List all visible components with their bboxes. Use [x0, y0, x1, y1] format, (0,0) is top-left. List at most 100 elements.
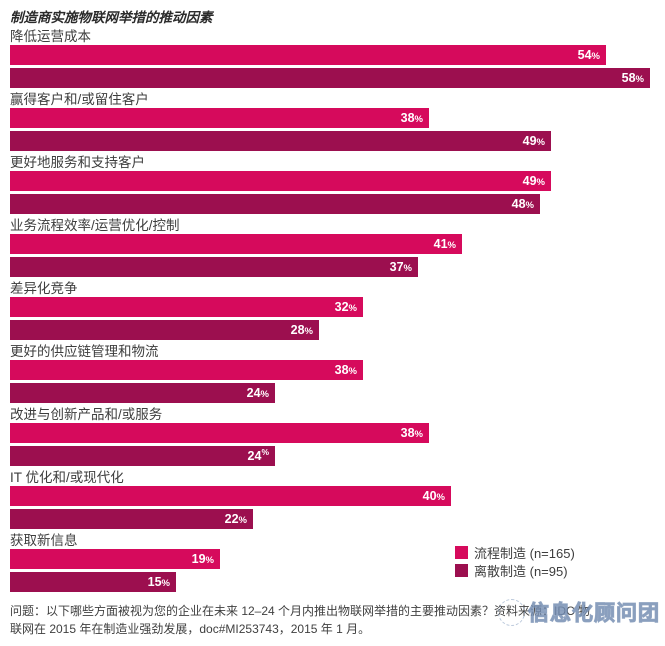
percent-sign: % [414, 114, 423, 125]
bar-discrete-manufacturing: 37% [10, 257, 418, 277]
bar-row: 41% [10, 234, 660, 254]
bar-discrete-manufacturing: 48% [10, 194, 540, 214]
percent-sign: % [536, 137, 545, 148]
bar-process-manufacturing: 40% [10, 486, 451, 506]
legend-label-process: 流程制造 (n=165) [474, 545, 575, 561]
bar-row: 19% [10, 549, 660, 569]
percent-sign: % [161, 578, 170, 589]
chart-group: 更好的供应链管理和物流 38% 24% [10, 343, 660, 406]
bar-value-label: 49% [522, 174, 545, 188]
legend-swatch-discrete-icon [455, 563, 468, 577]
category-label: 更好的供应链管理和物流 [10, 344, 159, 359]
category-label: 获取新信息 [10, 533, 78, 548]
bar-process-manufacturing: 41% [10, 234, 462, 254]
legend: 流程制造 (n=165) 离散制造 (n=95) [455, 543, 575, 579]
legend-item-process-manufacturing: 流程制造 (n=165) [455, 543, 575, 561]
bar-row: 32% [10, 297, 660, 317]
percent-sign: % [403, 263, 412, 274]
bar-value-label: 40% [422, 489, 445, 503]
bar-row: 54% [10, 45, 660, 65]
bar-row: 38% [10, 108, 660, 128]
bar-value-label: 41% [433, 237, 456, 251]
bar-value-label: 28% [290, 323, 313, 337]
footnote-line-1: 问题：以下哪些方面被视为您的企业在未来 12–24 个月内推出物联网举措的主要推… [10, 604, 591, 618]
bar-discrete-manufacturing: 24% [10, 383, 275, 403]
percent-sign: % [525, 200, 534, 211]
percent-sign: % [348, 366, 357, 377]
bar-value-label: 22% [224, 512, 247, 526]
category-label: 更好地服务和支持客户 [10, 155, 145, 170]
bar-row: 58% [10, 68, 660, 88]
bar-value-label: 38% [400, 426, 423, 440]
bar-process-manufacturing: 38% [10, 423, 429, 443]
percent-sign: % [536, 177, 545, 188]
chart-group: 改进与创新产品和/或服务 38% 24% [10, 406, 660, 469]
category-label: 业务流程效率/运营优化/控制 [10, 218, 180, 233]
category-label: 赢得客户和/或留住客户 [10, 92, 149, 107]
bar-value-label: 24% [246, 386, 269, 400]
legend-label-discrete: 离散制造 (n=95) [474, 563, 568, 579]
percent-sign: % [591, 51, 600, 62]
bar-discrete-manufacturing: 28% [10, 320, 319, 340]
bar-value-label: 15% [147, 575, 170, 589]
percent-sign: % [304, 326, 313, 337]
percent-sign: % [414, 429, 423, 440]
bar-value-label: 32% [334, 300, 357, 314]
bar-process-manufacturing: 38% [10, 108, 429, 128]
bar-discrete-manufacturing: 15% [10, 572, 176, 592]
footnote-line-2: 联网在 2015 年在制造业强劲发展，doc#MI253743，2015 年 1… [10, 622, 371, 636]
chart-group: 更好地服务和支持客户 49% 48% [10, 154, 660, 217]
chart-title: 制造商实施物联网举措的推动因素 [10, 10, 213, 25]
chart-group: 获取新信息 19% 15% [10, 532, 660, 595]
bar-row: 24% [10, 446, 660, 466]
percent-sign: % [205, 555, 214, 566]
bar-process-manufacturing: 19% [10, 549, 220, 569]
bar-row: 40% [10, 486, 660, 506]
bar-value-label: 24% [247, 447, 269, 463]
bar-row: 49% [10, 131, 660, 151]
bar-value-label: 58% [621, 71, 644, 85]
bar-discrete-manufacturing: 24% [10, 446, 275, 466]
bar-row: 38% [10, 360, 660, 380]
legend-swatch-process-icon [455, 545, 468, 559]
percent-sign: % [261, 447, 269, 457]
chart-group: 业务流程效率/运营优化/控制 41% 37% [10, 217, 660, 280]
percent-sign: % [238, 515, 247, 526]
bar-row: 37% [10, 257, 660, 277]
bar-value-label: 48% [511, 197, 534, 211]
category-label: 改进与创新产品和/或服务 [10, 407, 163, 422]
category-label: 差异化竞争 [10, 281, 78, 296]
bar-discrete-manufacturing: 58% [10, 68, 650, 88]
bar-discrete-manufacturing: 22% [10, 509, 253, 529]
chart-group: IT 优化和/或现代化 40% 22% [10, 469, 660, 532]
bar-value-label: 19% [191, 552, 214, 566]
bar-discrete-manufacturing: 49% [10, 131, 551, 151]
percent-sign: % [447, 240, 456, 251]
chart-group: 赢得客户和/或留住客户 38% 49% [10, 91, 660, 154]
bar-value-label: 37% [389, 260, 412, 274]
chart-group: 降低运营成本 54% 58% [10, 28, 660, 91]
bar-row: 24% [10, 383, 660, 403]
percent-sign: % [436, 492, 445, 503]
bar-value-label: 38% [400, 111, 423, 125]
bar-row: 38% [10, 423, 660, 443]
percent-sign: % [348, 303, 357, 314]
bar-row: 48% [10, 194, 660, 214]
bar-chart: 降低运营成本 54% 58% 赢得客户和/或留住客户 38% 49% 更好地服务和支持客户 4… [10, 28, 660, 595]
percent-sign: % [260, 389, 269, 400]
bar-row: 22% [10, 509, 660, 529]
footnote: 问题：以下哪些方面被视为您的企业在未来 12–24 个月内推出物联网举措的主要推… [10, 602, 665, 638]
bar-row: 49% [10, 171, 660, 191]
bar-row: 28% [10, 320, 660, 340]
chart-group: 差异化竞争 32% 28% [10, 280, 660, 343]
category-label: IT 优化和/或现代化 [10, 470, 124, 485]
bar-process-manufacturing: 32% [10, 297, 363, 317]
percent-sign: % [635, 74, 644, 85]
legend-item-discrete-manufacturing: 离散制造 (n=95) [455, 561, 575, 579]
bar-process-manufacturing: 38% [10, 360, 363, 380]
bar-value-label: 38% [334, 363, 357, 377]
bar-process-manufacturing: 49% [10, 171, 551, 191]
bar-row: 15% [10, 572, 660, 592]
bar-value-label: 49% [522, 134, 545, 148]
